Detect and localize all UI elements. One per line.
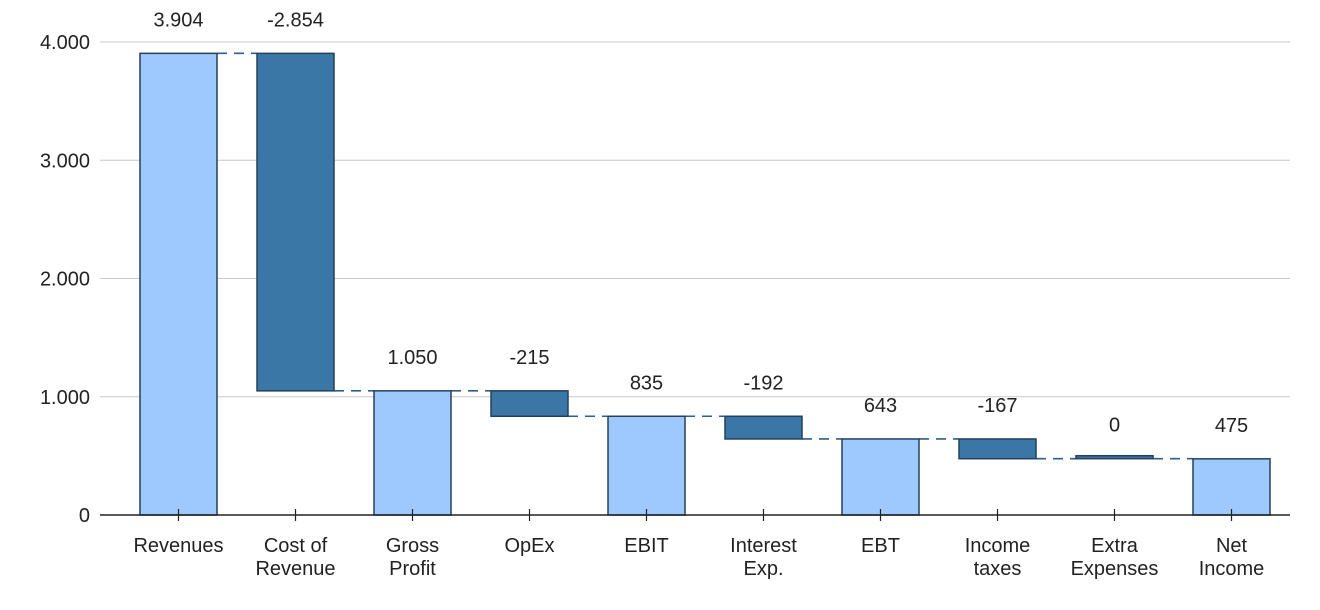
x-category-label: EBIT <box>624 535 668 557</box>
y-tick-label: 2.000 <box>40 269 90 291</box>
y-tick-label: 3.000 <box>40 150 90 172</box>
x-category-label: Gross Profit <box>386 535 439 580</box>
data-labels: 3.904 -2.854 1.050 -215 835 -192 643 -167 0 475 <box>153 9 1248 436</box>
bars <box>139 52 1271 516</box>
data-label: -215 <box>509 347 549 369</box>
data-label: 1.050 <box>387 347 437 369</box>
x-category-label: Income taxes <box>965 535 1031 580</box>
bar-interest-exp <box>724 415 803 440</box>
data-label: 835 <box>630 372 663 394</box>
data-label: -2.854 <box>267 9 324 31</box>
y-tick-label: 0 <box>79 505 90 527</box>
bar-ebt <box>841 438 920 516</box>
x-category-label: EBT <box>861 535 900 557</box>
data-label: -192 <box>743 372 783 394</box>
bar-ebit <box>607 415 686 516</box>
connectors <box>217 52 1193 460</box>
x-category-label: OpEx <box>504 535 554 557</box>
bar-costof-revenue <box>256 52 335 392</box>
data-label: 3.904 <box>153 9 203 31</box>
x-category-label: Revenues <box>133 535 223 557</box>
bar-extra-expenses <box>1075 454 1154 460</box>
data-label: 643 <box>864 395 897 417</box>
data-label: 475 <box>1215 415 1248 437</box>
bar-opex <box>490 390 569 418</box>
bar-gross-profit <box>373 390 452 516</box>
bar-net-income <box>1192 458 1271 516</box>
x-category-label: Net Income <box>1199 535 1265 580</box>
data-label: 0 <box>1109 415 1120 437</box>
x-category-label: Interest Exp. <box>730 535 797 580</box>
bar-income-taxes <box>958 438 1037 460</box>
data-label: -167 <box>977 395 1017 417</box>
x-category-label: Cost of Revenue <box>255 535 335 580</box>
bar-revenues <box>139 52 218 516</box>
y-tick-label: 4.000 <box>40 32 90 54</box>
x-category-label: Extra Expenses <box>1071 535 1159 580</box>
y-tick-label: 1.000 <box>40 387 90 409</box>
axes: 0 1.000 2.000 3.000 4.000 Revenues Cost of Reve… <box>40 32 1290 580</box>
